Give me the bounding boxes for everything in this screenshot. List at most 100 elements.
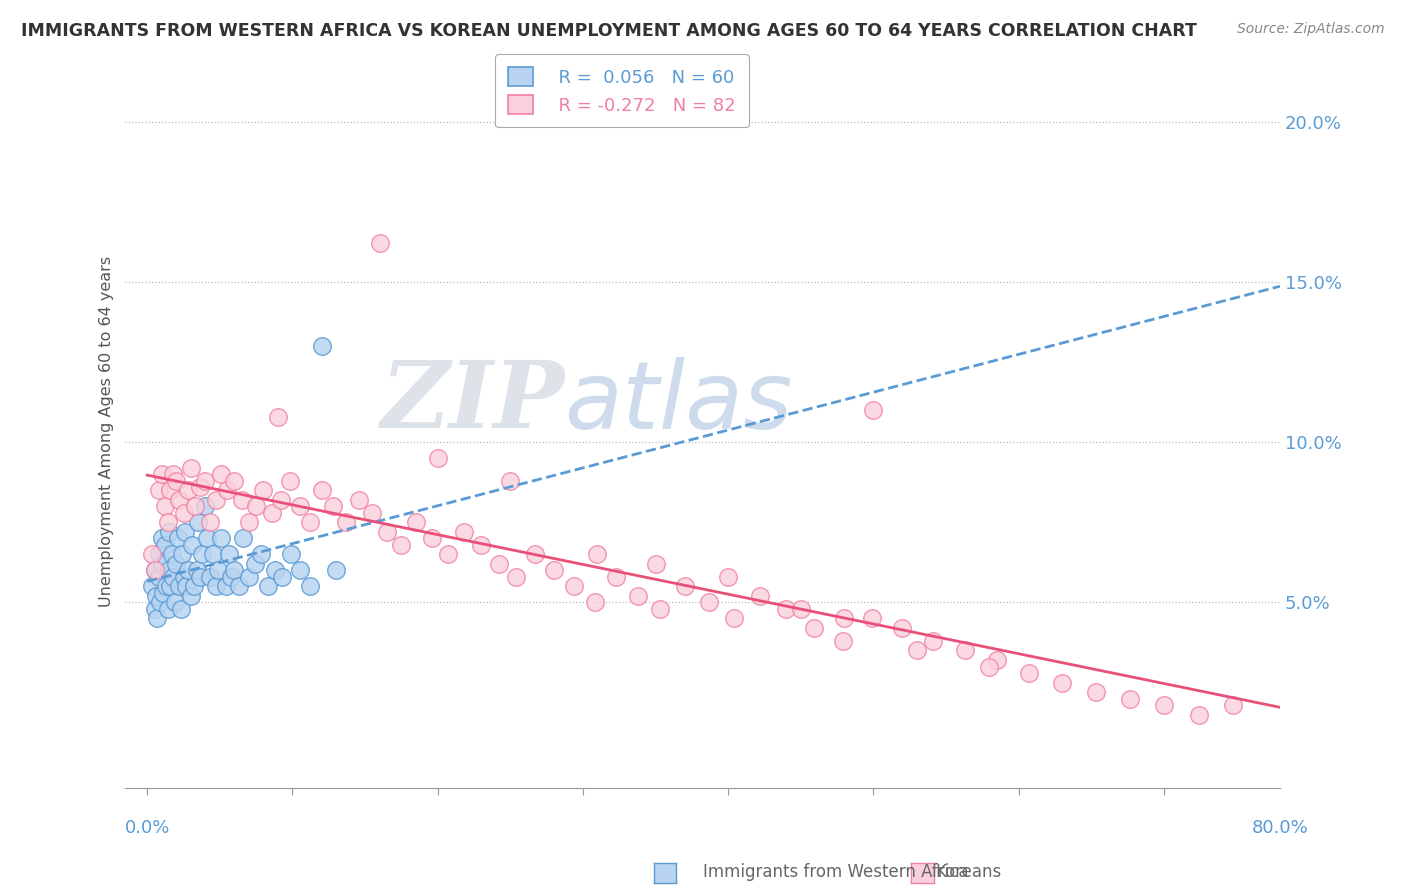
Point — [207, 563, 229, 577]
Point — [288, 563, 311, 577]
Point — [368, 236, 391, 251]
Point — [335, 516, 357, 530]
Point — [831, 633, 853, 648]
Point — [180, 460, 202, 475]
Point — [141, 547, 163, 561]
Point — [278, 474, 301, 488]
Point — [166, 531, 188, 545]
Point — [697, 595, 720, 609]
Point — [204, 579, 226, 593]
Point — [141, 579, 163, 593]
Point — [149, 595, 172, 609]
Text: Immigrants from Western Africa: Immigrants from Western Africa — [703, 863, 969, 881]
Point — [143, 602, 166, 616]
Point — [264, 563, 287, 577]
Point — [167, 492, 190, 507]
Point — [562, 579, 585, 593]
Point — [155, 579, 177, 593]
Point — [252, 483, 274, 498]
Point — [453, 524, 475, 539]
Point — [271, 570, 294, 584]
Point — [181, 538, 204, 552]
Point — [162, 467, 184, 482]
Point — [194, 474, 217, 488]
Point — [1050, 675, 1073, 690]
Point — [184, 500, 207, 514]
Point — [209, 467, 232, 482]
Point — [775, 602, 797, 616]
Point — [1187, 707, 1209, 722]
Point — [201, 547, 224, 561]
Point — [627, 589, 650, 603]
Point — [188, 570, 211, 584]
Point — [717, 570, 740, 584]
Point — [426, 451, 449, 466]
Point — [172, 547, 194, 561]
Point — [1153, 698, 1175, 712]
Point — [245, 500, 267, 514]
Point — [437, 547, 460, 561]
Point — [174, 524, 197, 539]
Point — [488, 557, 510, 571]
Point — [143, 563, 166, 577]
Point — [150, 531, 173, 545]
Point — [167, 579, 190, 593]
Point — [160, 547, 183, 561]
Point — [183, 579, 205, 593]
Point — [169, 602, 191, 616]
Point — [1084, 685, 1107, 699]
Point — [605, 570, 627, 584]
Point — [215, 579, 238, 593]
Point — [1119, 691, 1142, 706]
Point — [311, 339, 333, 353]
Point — [191, 547, 214, 561]
Point — [311, 483, 333, 498]
Point — [157, 563, 180, 577]
Point — [270, 492, 292, 507]
Point — [1222, 698, 1244, 712]
Point — [790, 602, 813, 616]
Point — [157, 524, 180, 539]
Point — [153, 538, 176, 552]
Point — [221, 570, 243, 584]
Point — [173, 570, 195, 584]
Point — [177, 563, 200, 577]
Point — [749, 589, 772, 603]
Point — [176, 579, 198, 593]
Point — [186, 563, 208, 577]
Point — [194, 500, 217, 514]
Point — [231, 492, 253, 507]
Point — [159, 579, 181, 593]
Point — [256, 579, 278, 593]
Legend:   R =  0.056   N = 60,   R = -0.272   N = 82: R = 0.056 N = 60, R = -0.272 N = 82 — [495, 54, 749, 128]
Point — [405, 516, 427, 530]
Point — [583, 595, 606, 609]
Point — [217, 483, 239, 498]
Text: IMMIGRANTS FROM WESTERN AFRICA VS KOREAN UNEMPLOYMENT AMONG AGES 60 TO 64 YEARS : IMMIGRANTS FROM WESTERN AFRICA VS KOREAN… — [21, 22, 1197, 40]
Point — [148, 570, 170, 584]
Point — [209, 531, 232, 545]
Point — [349, 492, 371, 507]
Point — [224, 474, 246, 488]
Point — [298, 579, 321, 593]
Point — [298, 516, 321, 530]
Point — [375, 524, 398, 539]
Point — [198, 516, 221, 530]
Point — [173, 506, 195, 520]
Point — [153, 500, 176, 514]
Point — [238, 570, 260, 584]
Point — [143, 563, 166, 577]
Text: 0.0%: 0.0% — [125, 819, 170, 837]
Point — [204, 492, 226, 507]
Point — [148, 483, 170, 498]
Point — [187, 516, 209, 530]
Point — [891, 621, 914, 635]
Point — [586, 547, 609, 561]
Point — [150, 557, 173, 571]
Point — [238, 516, 260, 530]
Point — [224, 563, 246, 577]
Text: ZIP: ZIP — [380, 358, 564, 448]
Point — [644, 557, 666, 571]
Point — [156, 516, 179, 530]
Point — [280, 547, 302, 561]
